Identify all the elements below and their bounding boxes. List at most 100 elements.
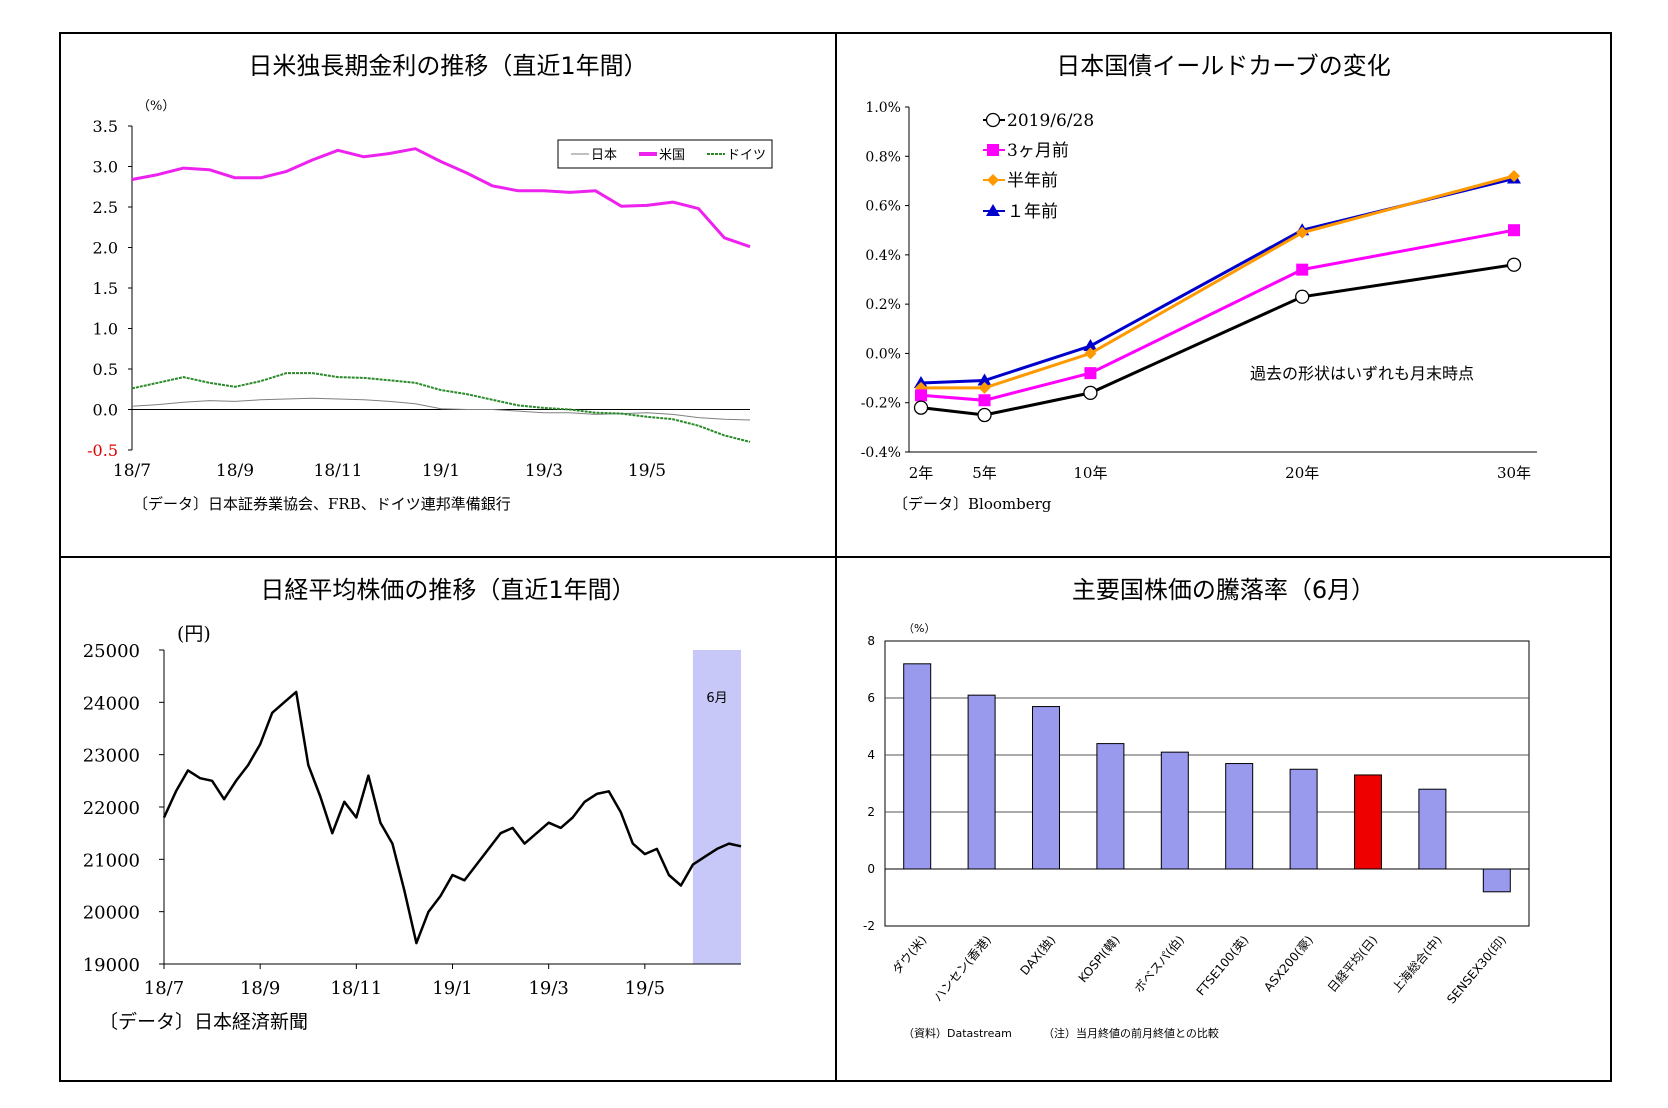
data-point: [978, 394, 991, 407]
data-point: [1506, 257, 1522, 272]
data-point: [1296, 226, 1309, 239]
y-tick-label: 4: [867, 748, 875, 762]
x-tick-label: 18/11: [330, 978, 382, 999]
y-tick-label: 3.0: [93, 158, 118, 177]
y-tick-label: 1.0%: [865, 100, 901, 116]
source-note: 〔データ〕日本経済新聞: [99, 1011, 308, 1033]
interest-rate-chart: 3.5 3.0 2.5 2.0 1.5 1.0 0.5 0.0 -0.518/7 18/9 18/1…: [87, 99, 773, 513]
x-category-label: SENSEX30(印): [1444, 933, 1509, 1007]
legend-label: ドイツ: [727, 148, 766, 163]
y-tick-label: 19000: [83, 955, 140, 976]
y-tick-label: 8: [867, 634, 875, 648]
data-point: [1084, 367, 1097, 380]
legend-label: 半年前: [1007, 171, 1058, 191]
bar-6: [1289, 768, 1318, 870]
nikkei-line: [162, 690, 742, 945]
nikkei-chart: 6月2500024000230002200021000200001900018/…: [83, 623, 742, 1033]
y-tick-label: -2: [863, 919, 875, 933]
y-tick-label: 0: [867, 862, 875, 876]
y-tick-label: -0.4%: [861, 445, 901, 461]
series-line-2: [131, 372, 751, 443]
chart-title: 主要国株価の騰落率（6月）: [1071, 576, 1376, 604]
x-tick-label: 10年: [1073, 464, 1107, 482]
data-point: [1296, 263, 1309, 276]
bar-9: [1482, 868, 1511, 893]
y-axis-unit: （%）: [903, 622, 935, 635]
y-tick-label: 25000: [83, 641, 140, 662]
footnote: （注）当月終値の前月終値との比較: [1043, 1026, 1219, 1040]
yield-curve-chart: 1.0% 0.8% 0.6% 0.4% 0.2% 0.0% -0.2% -0.4% 2年 5年 10…: [861, 100, 1537, 513]
bar-3: [1096, 743, 1125, 870]
y-tick-label: 2.0: [93, 239, 118, 258]
x-category-label: ボベスパ(伯): [1131, 932, 1187, 995]
data-point: [985, 112, 1001, 128]
x-tick-label: 19/3: [525, 461, 563, 481]
y-tick-label: 23000: [83, 746, 140, 767]
panel-stock-returns: 主要国株価の騰落率（6月） 8 6 4 2 0 -2 （%） ダウ(米) ハンセン(香港) DAX…: [837, 558, 1610, 1080]
chart-title: 日米独長期金利の推移（直近1年間）: [248, 52, 648, 80]
y-tick-label: 1.5: [93, 279, 118, 298]
data-point: [986, 204, 1000, 216]
y-tick-label: 6: [867, 691, 875, 705]
june-highlight-band: [692, 650, 741, 964]
x-tick-label: 18/11: [314, 461, 363, 481]
data-point: [913, 400, 929, 415]
bar-1: [967, 694, 996, 870]
x-tick-label: 19/1: [422, 461, 460, 481]
legend-label: 3ヶ月前: [1007, 141, 1069, 161]
data-point: [915, 389, 927, 402]
bar-5: [1225, 763, 1254, 870]
y-tick-label: 2.5: [93, 198, 118, 217]
x-category-label: DAX(独): [1017, 933, 1058, 978]
y-tick-label: -0.5: [87, 441, 118, 460]
data-point: [978, 381, 991, 394]
y-tick-label: 1.0: [93, 320, 118, 339]
x-tick-label: 19/5: [625, 978, 665, 999]
y-tick-label: 0.2%: [865, 297, 901, 313]
y-tick-label: 3.5: [93, 117, 118, 136]
y-tick-label: 0.0%: [865, 346, 901, 362]
bar-4: [1160, 751, 1189, 870]
x-tick-label: 18/7: [113, 461, 151, 481]
x-category-label: 上海総合(中): [1389, 932, 1445, 995]
y-axis-unit: （%）: [137, 99, 175, 114]
y-tick-label: 0.5: [93, 360, 118, 379]
legend-label: 2019/6/28: [1007, 111, 1094, 131]
x-tick-label: 18/9: [240, 978, 280, 999]
y-tick-label: 24000: [83, 693, 140, 714]
x-tick-label: 18/7: [144, 978, 184, 999]
legend-box: [557, 139, 773, 169]
stock-returns-chart: 8 6 4 2 0 -2 （%） ダウ(米) ハンセン(香港) DAX(独) KOSPI(韓) ボベス…: [863, 622, 1530, 1040]
x-tick-label: 20年: [1285, 464, 1319, 482]
bar-0: [903, 663, 932, 870]
x-tick-label: 5年: [972, 464, 997, 482]
series-line-1: [131, 147, 751, 249]
x-category-label: ダウ(米): [889, 932, 930, 976]
source-note: （資料）Datastream: [903, 1026, 1012, 1040]
y-tick-label: 21000: [83, 850, 140, 871]
y-tick-label: 0.0: [93, 401, 118, 420]
data-point: [977, 407, 992, 423]
y-tick-label: 20000: [83, 903, 140, 924]
y-tick-label: 0.6%: [865, 199, 901, 215]
data-point: [987, 174, 999, 186]
data-point: [977, 373, 992, 386]
x-category-label: FTSE100(英): [1194, 933, 1252, 998]
data-point: [1083, 339, 1098, 352]
legend-label: １年前: [1007, 202, 1058, 222]
data-point: [1295, 289, 1310, 304]
bar-8: [1418, 788, 1447, 870]
data-point: [1083, 385, 1098, 401]
legend-label: 日本: [591, 148, 617, 163]
y-axis-unit: (円): [177, 623, 211, 645]
annotation-note: 過去の形状はいずれも月末時点: [1250, 364, 1474, 383]
x-tick-label: 19/5: [628, 461, 666, 481]
data-point: [1508, 170, 1520, 182]
bar-7: [1354, 774, 1382, 870]
data-point: [1084, 347, 1097, 360]
x-tick-label: 2年: [909, 464, 934, 482]
source-note: 〔データ〕日本証券業協会、FRB、ドイツ連邦準備銀行: [133, 495, 511, 513]
x-category-label: ハンセン(香港): [931, 933, 994, 1004]
source-note: 〔データ〕Bloomberg: [893, 495, 1052, 513]
series-line-0: [131, 397, 751, 421]
